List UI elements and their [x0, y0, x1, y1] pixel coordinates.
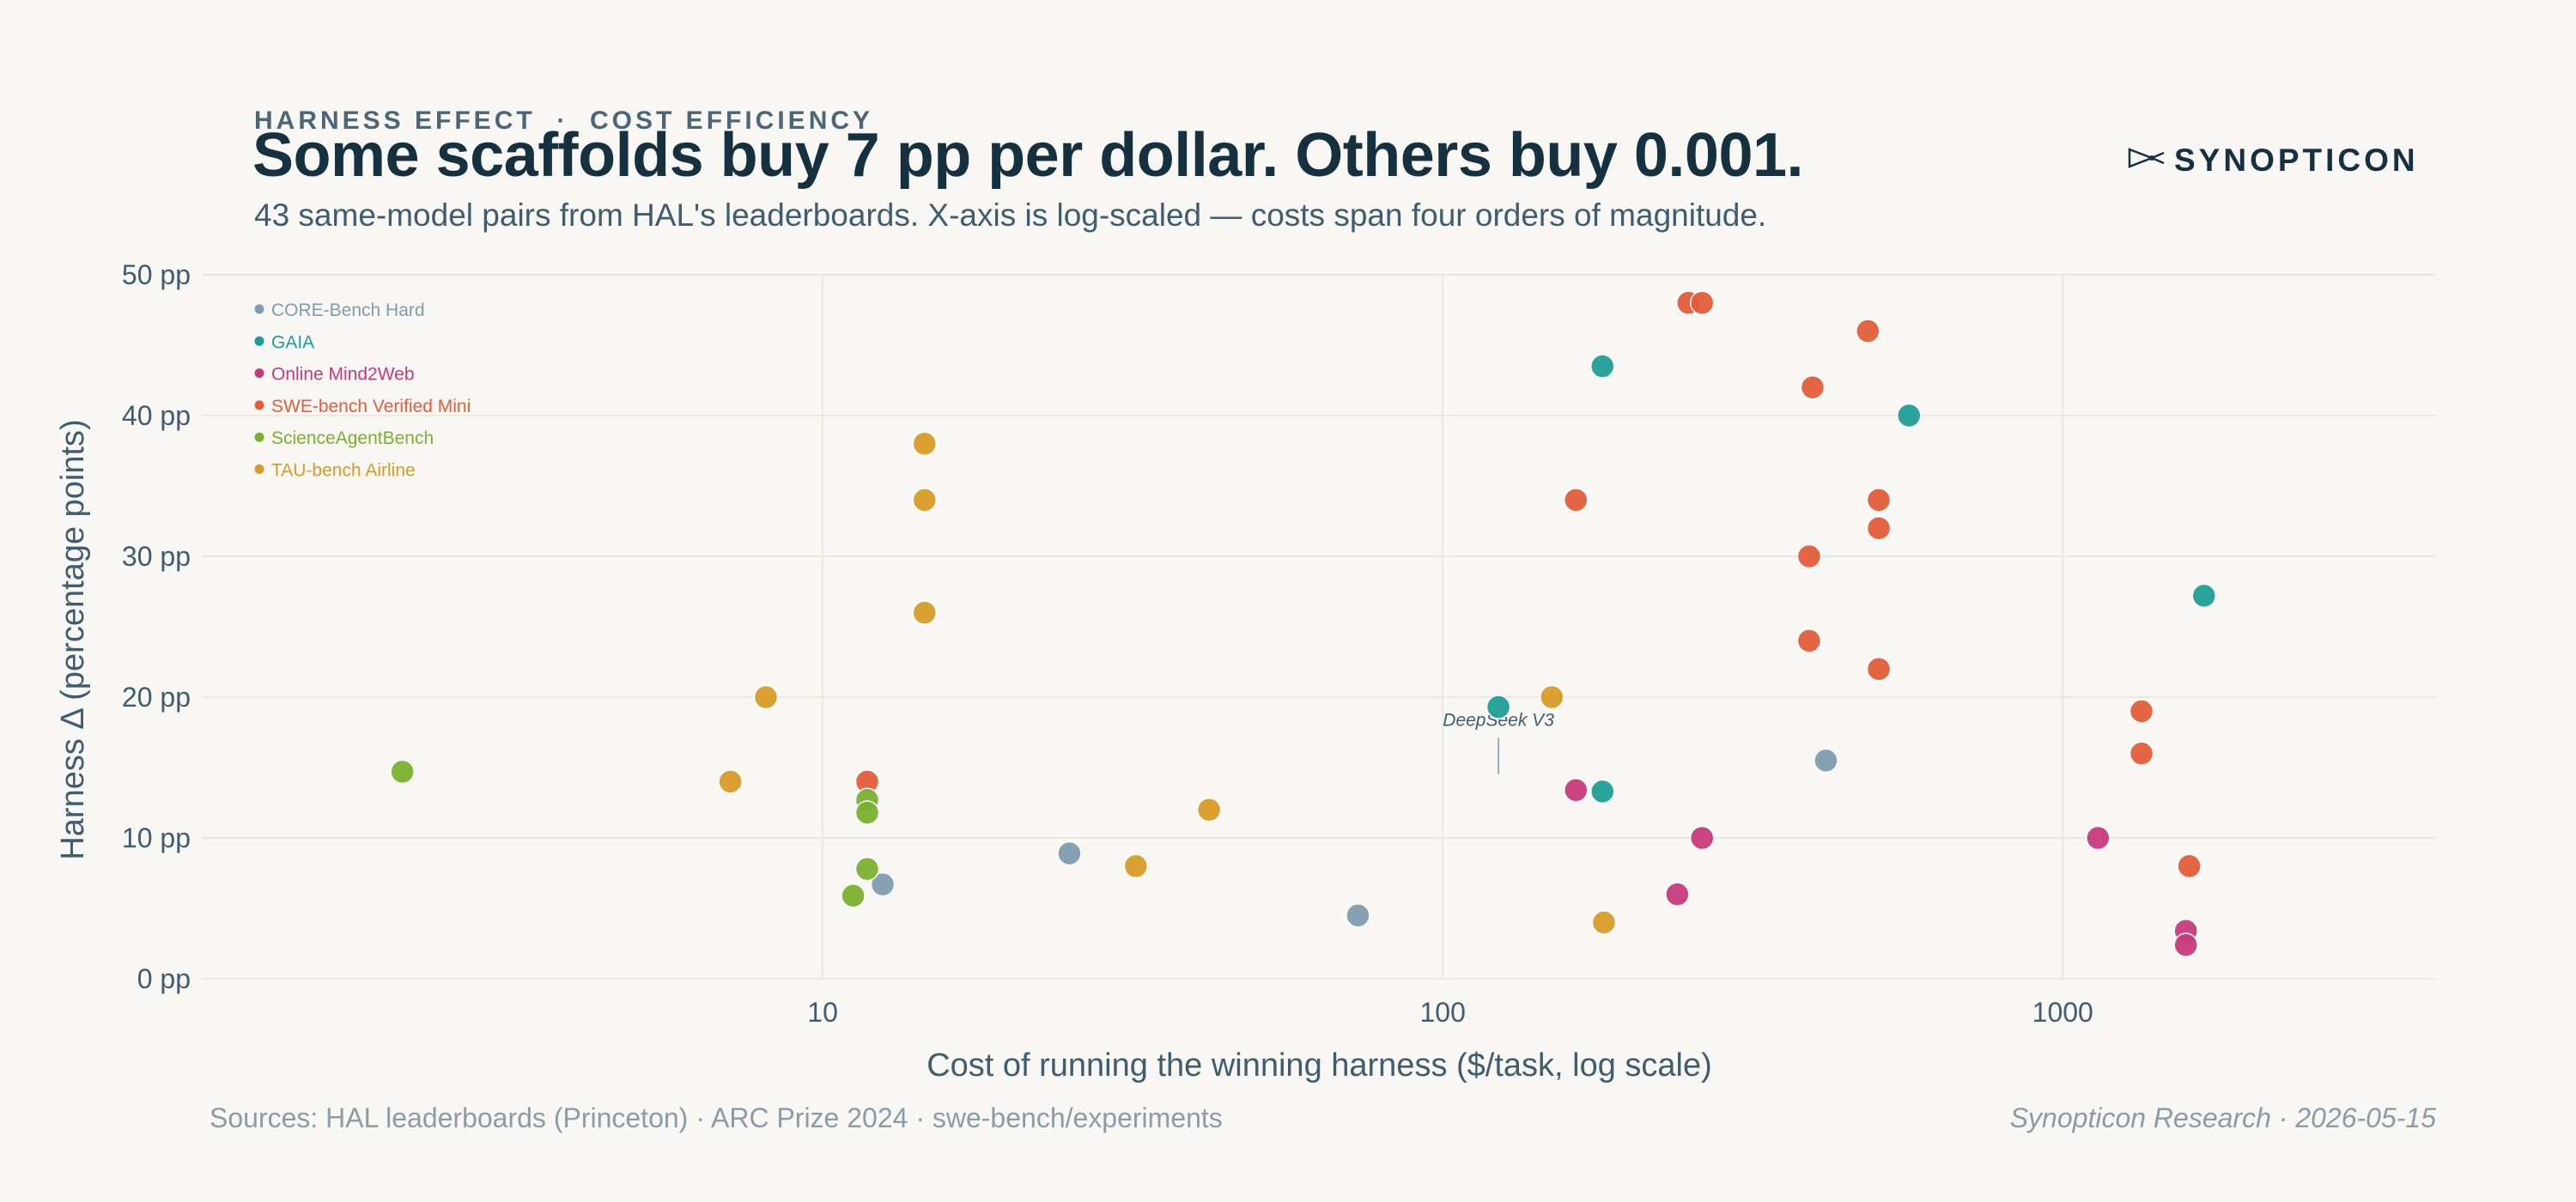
- y-tick-label: 10 pp: [122, 823, 191, 853]
- data-points: [390, 290, 2217, 957]
- data-point: [1896, 403, 1922, 428]
- legend-label: GAIA: [271, 332, 314, 352]
- legend-marker: [254, 464, 264, 474]
- legend-label: Online Mind2Web: [271, 365, 415, 385]
- annotations: DeepSeek V3: [1443, 710, 1554, 774]
- data-point: [841, 883, 866, 908]
- x-tick-label: 100: [1419, 997, 1465, 1028]
- data-point: [1665, 882, 1690, 907]
- data-point: [1196, 797, 1222, 823]
- data-point: [1564, 777, 1589, 803]
- data-point: [2129, 699, 2154, 724]
- data-point: [1689, 825, 1715, 851]
- data-point: [912, 600, 938, 625]
- data-point: [854, 856, 880, 882]
- data-point: [2191, 583, 2217, 609]
- legend-marker: [254, 368, 264, 379]
- data-point: [1346, 902, 1370, 928]
- x-tick-label: 1000: [2032, 997, 2093, 1028]
- data-point: [2086, 825, 2111, 851]
- y-axis-label: Harness Δ (percentage points): [55, 419, 91, 859]
- credit-note: Synopticon Research · 2026-05-15: [2009, 1102, 2436, 1133]
- data-point: [2177, 853, 2202, 879]
- legend-label: ScienceAgentBench: [271, 428, 434, 448]
- data-point: [2129, 741, 2154, 766]
- annotation-label: DeepSeek V3: [1443, 710, 1554, 730]
- data-point: [1800, 374, 1826, 400]
- data-point: [2173, 932, 2198, 957]
- data-point: [1866, 488, 1892, 513]
- data-point: [1591, 910, 1617, 935]
- data-point: [912, 431, 938, 457]
- sources-note: Sources: HAL leaderboards (Princeton) · …: [210, 1102, 1223, 1133]
- data-point: [390, 759, 415, 785]
- x-tick-label: 10: [807, 997, 838, 1028]
- x-axis-label: Cost of running the winning harness ($/t…: [927, 1047, 1712, 1084]
- legend-marker: [254, 336, 264, 346]
- data-point: [1564, 488, 1589, 513]
- chart-title: Some scaffolds buy 7 pp per dollar. Othe…: [252, 121, 1804, 190]
- y-tick-label: 50 pp: [122, 259, 191, 290]
- data-point: [1866, 515, 1892, 541]
- legend: CORE-Bench Hard GAIA Online Mind2Web SWE-be…: [254, 300, 471, 481]
- data-point: [1796, 628, 1822, 653]
- legend-label: SWE-bench Verified Mini: [271, 397, 471, 416]
- legend-marker: [254, 400, 264, 410]
- data-point: [1540, 684, 1564, 710]
- legend-label: CORE-Bench Hard: [271, 300, 425, 320]
- data-point: [1689, 290, 1715, 316]
- data-point: [854, 800, 880, 825]
- data-point: [1589, 779, 1615, 804]
- brand-name: SYNOPTICON: [2174, 142, 2419, 178]
- data-point: [1485, 695, 1511, 719]
- data-point: [1123, 853, 1149, 879]
- legend-marker: [254, 432, 264, 442]
- grid: [203, 274, 2436, 980]
- telescope-icon: [2126, 141, 2171, 179]
- y-tick-label: 30 pp: [122, 541, 191, 572]
- data-point: [870, 871, 896, 897]
- data-point: [1856, 319, 1880, 343]
- brand-logo: SYNOPTICON: [2126, 141, 2419, 179]
- chart-subtitle: 43 same-model pairs from HAL's leaderboa…: [254, 197, 1767, 233]
- y-tick-label: 40 pp: [122, 400, 191, 431]
- data-point: [753, 684, 779, 710]
- data-point: [1814, 748, 1838, 774]
- data-point: [1796, 543, 1822, 569]
- axis-ticks: 0 pp 10 pp 20 pp 30 pp 40 pp 50 pp 10 100 1000: [122, 259, 2093, 1028]
- legend-label: TAU-bench Airline: [271, 461, 416, 481]
- y-tick-label: 0 pp: [137, 963, 191, 994]
- y-tick-label: 20 pp: [122, 682, 191, 713]
- legend-marker: [254, 304, 264, 314]
- data-point: [718, 769, 743, 794]
- data-point: [912, 488, 938, 513]
- data-point: [1589, 354, 1615, 379]
- data-point: [1057, 841, 1082, 866]
- chart-kicker: HARNESS EFFECT · COST EFFICIENCY: [254, 106, 874, 135]
- data-point: [1866, 656, 1892, 682]
